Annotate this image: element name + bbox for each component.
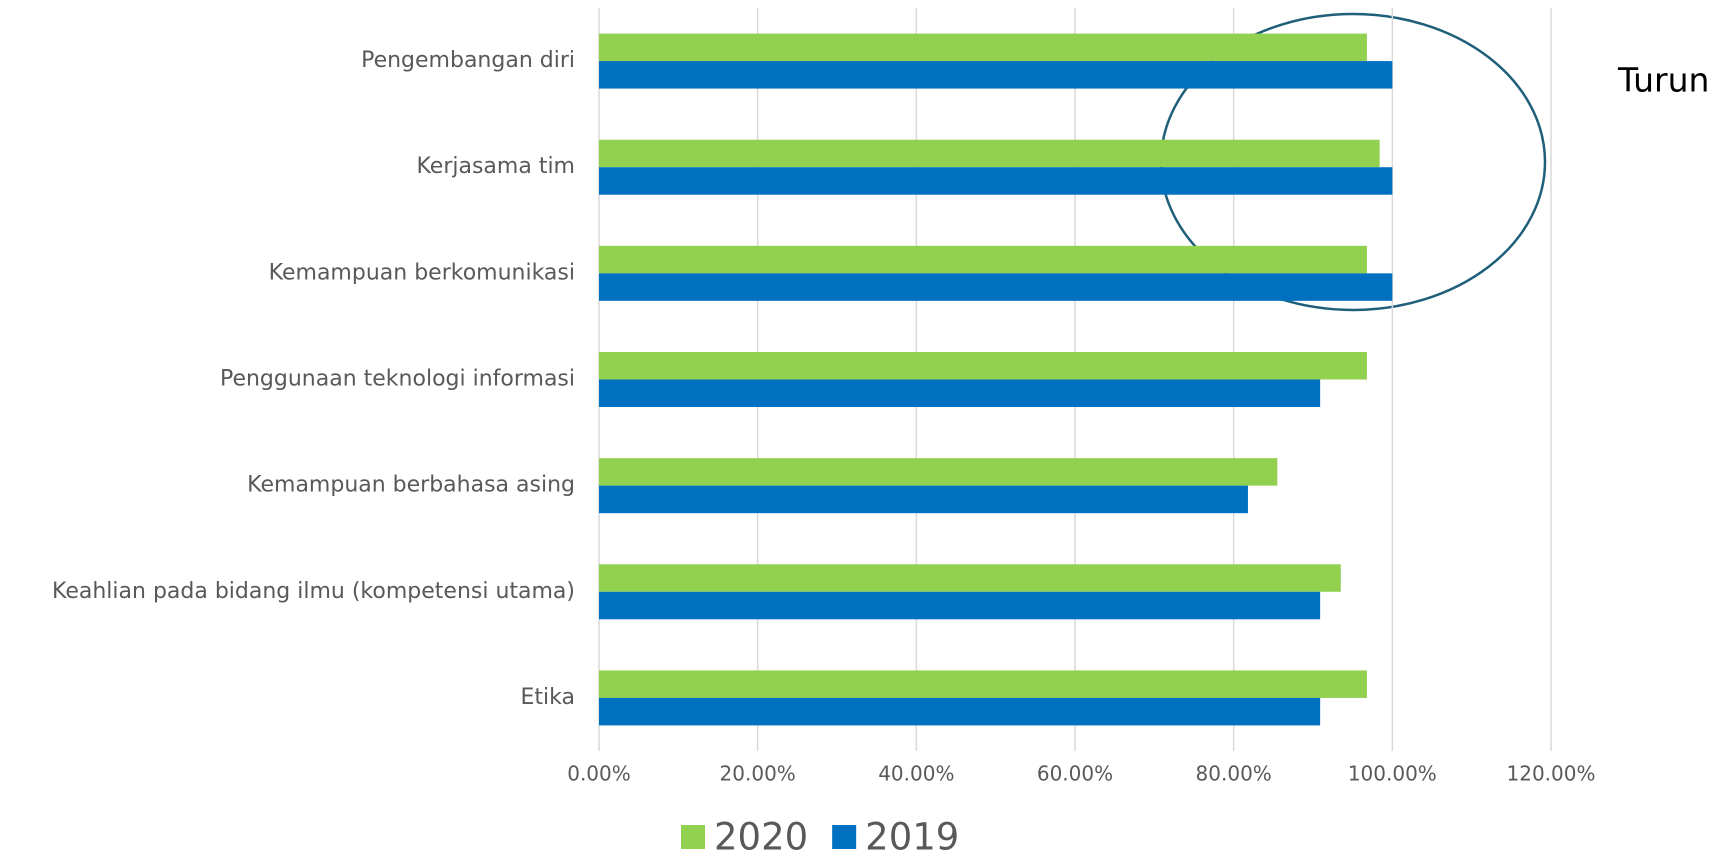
- bar: [599, 379, 1321, 407]
- legend-swatch: [681, 825, 705, 849]
- y-tick-label: Keahlian pada bidang ilmu (kompetensi ut…: [52, 579, 575, 604]
- x-tick-label: 40.00%: [878, 762, 954, 786]
- x-tick-label: 80.00%: [1196, 762, 1272, 786]
- y-tick-label: Penggunaan teknologi informasi: [220, 367, 575, 392]
- x-tick-label: 0.00%: [567, 762, 631, 786]
- y-tick-label: Kemampuan berbahasa asing: [247, 473, 575, 498]
- bar: [599, 458, 1278, 486]
- legend-label: 2020: [714, 816, 808, 855]
- legend-label: 2019: [865, 816, 959, 855]
- bar: [599, 485, 1248, 514]
- x-tick-label: 120.00%: [1507, 762, 1596, 786]
- x-tick-label: 20.00%: [720, 762, 796, 786]
- bar: [599, 352, 1367, 380]
- x-tick-label: 60.00%: [1037, 762, 1113, 786]
- y-tick-label: Etika: [521, 685, 575, 710]
- bar: [599, 61, 1393, 89]
- bar: [599, 167, 1393, 195]
- bar: [599, 273, 1393, 301]
- bar: [599, 139, 1380, 168]
- bar: [599, 591, 1321, 620]
- bar: [599, 564, 1341, 592]
- bar: [599, 33, 1367, 62]
- y-tick-label: Kerjasama tim: [416, 154, 575, 179]
- bar: [599, 670, 1367, 698]
- x-tick-label: 100.00%: [1348, 762, 1437, 786]
- bar: [599, 245, 1367, 274]
- y-tick-label: Kemampuan berkomunikasi: [269, 260, 575, 285]
- annotation: Turun: [1617, 61, 1709, 100]
- y-tick-label: Pengembangan diri: [361, 48, 575, 73]
- legend-swatch: [832, 825, 857, 849]
- bar: [599, 697, 1321, 726]
